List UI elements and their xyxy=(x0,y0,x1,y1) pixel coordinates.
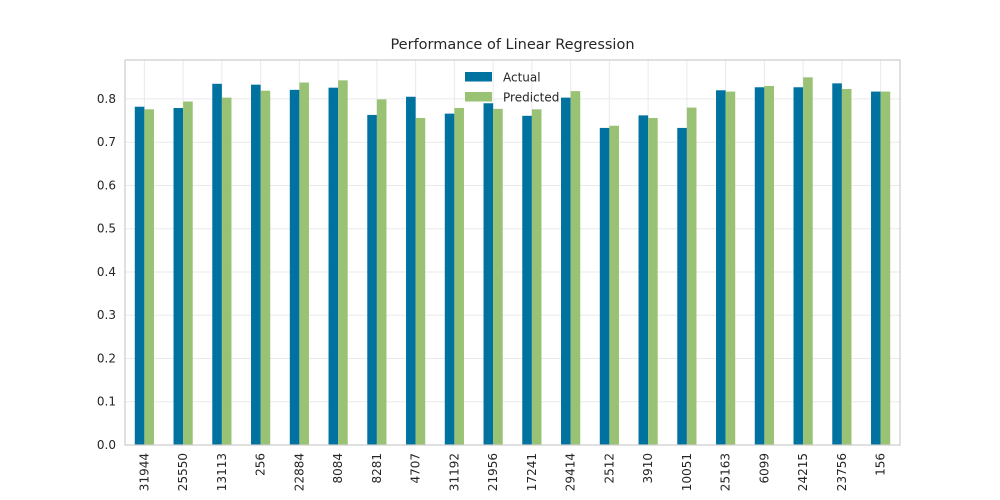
bar-predicted-3910 xyxy=(648,117,658,445)
bar-actual-13113 xyxy=(212,83,222,445)
y-tick-label: 0.2 xyxy=(97,351,116,365)
legend-label-predicted: Predicted xyxy=(503,91,559,105)
x-tick-label: 10051 xyxy=(680,453,694,491)
x-tick-label: 29414 xyxy=(564,453,578,491)
x-tick-label: 31944 xyxy=(137,453,151,491)
legend-swatch-predicted xyxy=(465,92,492,102)
bar-actual-6099 xyxy=(754,87,765,445)
bar-predicted-13113 xyxy=(221,97,232,446)
x-tick-label: 25163 xyxy=(719,453,733,491)
x-tick-label: 6099 xyxy=(757,453,771,484)
bar-actual-25163 xyxy=(716,90,726,446)
y-tick-label: 0.4 xyxy=(97,265,116,279)
bar-predicted-29414 xyxy=(570,91,581,446)
bar-actual-8084 xyxy=(328,87,339,445)
bar-actual-17241 xyxy=(522,115,532,445)
x-tick-label: 8084 xyxy=(331,453,345,484)
x-tick-label: 23756 xyxy=(835,453,849,491)
x-tick-label: 256 xyxy=(254,453,268,476)
x-tick-label: 21956 xyxy=(486,453,500,491)
x-tick-label: 17241 xyxy=(525,453,539,491)
x-tick-label: 22884 xyxy=(292,453,306,491)
bar-actual-3910 xyxy=(638,115,649,445)
bar-predicted-6099 xyxy=(764,85,774,446)
legend-label-actual: Actual xyxy=(503,71,541,85)
y-tick-label: 0.3 xyxy=(97,308,116,322)
bar-predicted-25550 xyxy=(183,101,193,446)
x-tick-label: 4707 xyxy=(409,453,423,484)
bar-predicted-8281 xyxy=(376,99,387,445)
plot-area xyxy=(125,60,900,445)
x-tick-label: 25550 xyxy=(176,453,190,491)
y-tick-label: 0.1 xyxy=(97,395,116,409)
bar-predicted-156 xyxy=(880,91,891,446)
chart-title: Performance of Linear Regression xyxy=(390,37,635,53)
bar-actual-4707 xyxy=(406,96,416,446)
bar-predicted-25163 xyxy=(725,91,736,446)
bar-actual-29414 xyxy=(561,97,571,446)
bar-actual-2512 xyxy=(599,127,610,445)
bar-predicted-8084 xyxy=(338,80,348,446)
x-tick-label: 3910 xyxy=(641,453,655,484)
bar-predicted-17241 xyxy=(531,109,542,445)
bar-actual-8281 xyxy=(367,114,377,445)
plot-frame xyxy=(124,59,901,446)
bar-predicted-10051 xyxy=(686,107,697,446)
y-tick-label: 0.6 xyxy=(97,178,116,192)
x-tick-label: 31192 xyxy=(447,453,461,491)
bar-actual-25550 xyxy=(173,108,184,446)
bar-actual-31944 xyxy=(134,106,145,445)
x-tick-label: 2512 xyxy=(602,453,616,484)
bar-predicted-4707 xyxy=(415,117,426,445)
bar-actual-256 xyxy=(251,84,261,446)
bar-actual-23756 xyxy=(832,83,842,445)
y-tick-label: 0.5 xyxy=(97,222,116,236)
y-tick-label: 0.0 xyxy=(97,438,116,452)
x-tick-label: 13113 xyxy=(215,453,229,491)
x-tick-label: 8281 xyxy=(370,453,384,484)
bar-predicted-2512 xyxy=(609,125,619,445)
bar-predicted-256 xyxy=(260,90,271,445)
bar-predicted-31944 xyxy=(144,109,154,445)
legend-swatch-actual xyxy=(465,72,492,82)
x-tick-label: 156 xyxy=(874,453,888,476)
y-tick-label: 0.7 xyxy=(97,135,116,149)
bar-actual-156 xyxy=(871,91,881,446)
bar-predicted-24215 xyxy=(803,77,813,445)
bar-predicted-22884 xyxy=(299,82,309,445)
y-tick-label: 0.8 xyxy=(97,92,116,106)
bar-actual-22884 xyxy=(289,89,300,445)
bar-actual-21956 xyxy=(483,103,494,446)
x-tick-label: 24215 xyxy=(796,453,810,491)
bar-actual-24215 xyxy=(793,87,804,445)
bar-predicted-23756 xyxy=(841,88,852,445)
bar-predicted-31192 xyxy=(454,108,464,446)
bar-actual-31192 xyxy=(444,113,455,446)
bar-actual-10051 xyxy=(677,127,687,445)
bar-predicted-21956 xyxy=(493,108,503,445)
